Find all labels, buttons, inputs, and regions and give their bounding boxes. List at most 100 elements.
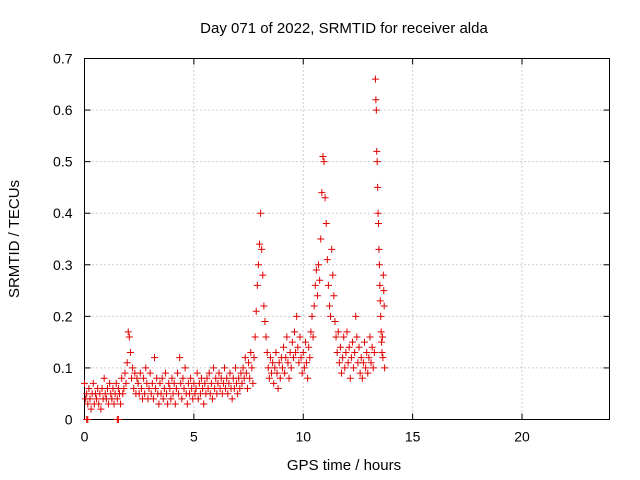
x-tick-label: 20 — [514, 429, 530, 445]
data-point — [158, 374, 166, 382]
data-point — [335, 359, 343, 367]
data-point — [303, 359, 311, 367]
data-point — [274, 385, 282, 393]
data-point — [147, 390, 155, 398]
data-point — [170, 379, 178, 387]
data-point — [130, 385, 138, 393]
data-point — [269, 359, 277, 367]
data-point — [224, 390, 232, 398]
data-point — [251, 333, 259, 341]
data-point — [178, 395, 186, 403]
data-point — [348, 338, 356, 346]
data-point — [210, 364, 218, 372]
data-point — [85, 385, 93, 393]
data-point — [284, 359, 292, 367]
data-point — [159, 395, 167, 403]
data-point — [319, 152, 327, 160]
data-point — [200, 400, 208, 408]
data-point — [380, 302, 388, 310]
data-point — [340, 333, 348, 341]
data-point — [291, 328, 298, 336]
data-point — [246, 374, 254, 382]
data-point — [168, 374, 176, 382]
data-point — [97, 405, 105, 413]
data-point — [332, 333, 340, 341]
data-point — [161, 369, 169, 377]
data-point — [306, 354, 314, 362]
data-point — [175, 390, 183, 398]
data-point — [152, 385, 160, 393]
data-point — [276, 374, 284, 382]
data-point — [376, 281, 384, 289]
data-point — [344, 359, 352, 367]
data-point — [333, 348, 341, 356]
data-point — [316, 276, 324, 284]
y-tick-label: 0.5 — [53, 154, 73, 170]
data-point — [129, 364, 137, 372]
data-point — [141, 390, 149, 398]
axis-ticks: 0 5 10 15 20 0 0.1 0.2 0.3 0.4 0.5 0.6 0.7 — [53, 51, 610, 445]
data-point — [365, 354, 373, 362]
data-point — [304, 374, 312, 382]
data-point — [123, 359, 131, 367]
data-point — [309, 333, 317, 341]
data-point — [149, 395, 157, 403]
data-point — [378, 348, 386, 356]
data-point — [336, 343, 344, 351]
data-point — [328, 245, 336, 253]
data-point — [372, 106, 380, 114]
data-point — [307, 328, 315, 336]
data-point — [239, 364, 247, 372]
data-point — [234, 390, 242, 398]
data-point — [377, 328, 385, 336]
data-point — [327, 312, 335, 320]
data-point — [252, 307, 260, 315]
data-point — [263, 348, 271, 356]
data-point — [323, 256, 331, 264]
data-point — [106, 379, 114, 387]
data-point — [375, 261, 383, 269]
y-tick-label: 0.6 — [53, 102, 73, 118]
data-point — [356, 369, 364, 377]
data-point — [192, 385, 200, 393]
x-axis-label: GPS time / hours — [287, 457, 401, 474]
data-point — [376, 297, 384, 305]
data-point — [345, 343, 353, 351]
data-point — [278, 364, 286, 372]
data-point — [201, 379, 209, 387]
data-series — [81, 75, 389, 423]
data-point — [359, 359, 367, 367]
data-point — [373, 147, 381, 155]
data-point — [119, 390, 127, 398]
data-point — [84, 416, 92, 423]
y-tick-label: 0.4 — [53, 205, 73, 221]
data-point — [113, 395, 121, 403]
data-point — [289, 354, 297, 362]
data-point — [299, 348, 307, 356]
data-point — [305, 343, 313, 351]
data-point — [89, 379, 97, 387]
grid — [84, 58, 610, 420]
data-point — [181, 364, 189, 372]
data-point — [95, 400, 103, 408]
data-point — [350, 364, 358, 372]
data-point — [114, 416, 122, 423]
data-point — [241, 354, 249, 362]
y-tick-label: 0.3 — [53, 257, 73, 273]
data-point — [374, 183, 382, 191]
data-point — [338, 369, 346, 377]
data-point — [281, 369, 289, 377]
data-point — [293, 312, 301, 320]
data-point — [275, 359, 283, 367]
data-point — [367, 359, 375, 367]
data-point — [133, 374, 141, 382]
data-point — [223, 374, 231, 382]
data-point — [259, 271, 267, 279]
data-point — [358, 374, 366, 382]
data-point — [180, 385, 188, 393]
data-point — [166, 385, 174, 393]
chart-title: Day 071 of 2022, SRMTID for receiver ald… — [200, 20, 488, 37]
data-point — [206, 390, 214, 398]
data-point — [156, 379, 164, 387]
data-point — [146, 369, 154, 377]
